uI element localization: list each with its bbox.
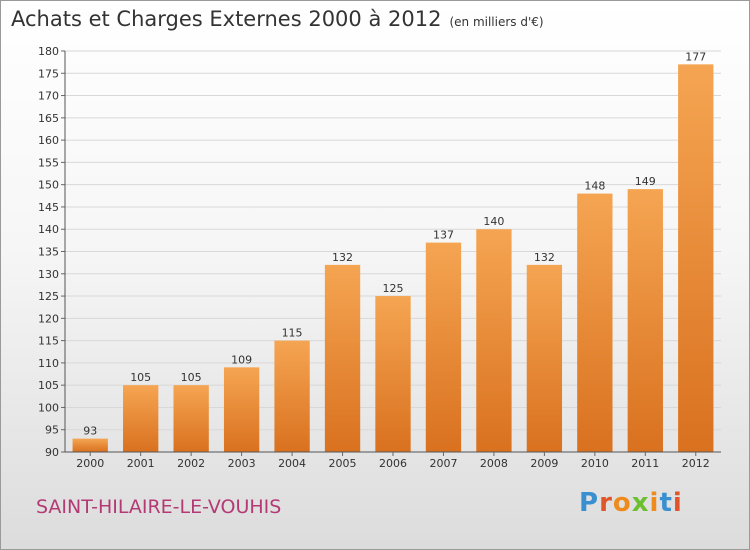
x-tick-label: 2010 — [581, 457, 609, 470]
x-tick-label: 2000 — [76, 457, 104, 470]
chart-title: Achats et Charges Externes 2000 à 2012 (e… — [11, 7, 544, 31]
y-tick-label: 165 — [38, 112, 59, 125]
y-tick-label: 160 — [38, 134, 59, 147]
x-tick-label: 2011 — [631, 457, 659, 470]
x-tick-label: 2004 — [278, 457, 306, 470]
data-label: 140 — [483, 215, 504, 228]
y-tick-label: 180 — [38, 45, 59, 58]
data-label: 137 — [433, 229, 454, 242]
bar — [72, 438, 108, 452]
data-label: 148 — [584, 180, 605, 193]
x-tick-label: 2005 — [329, 457, 357, 470]
bar — [123, 385, 159, 452]
y-tick-label: 130 — [38, 268, 59, 281]
data-label: 125 — [383, 282, 404, 295]
bar — [526, 264, 563, 452]
y-tick-label: 145 — [38, 201, 59, 214]
y-tick-label: 120 — [38, 312, 59, 325]
logo-letter: o — [612, 488, 632, 518]
logo-letter: i — [672, 488, 683, 518]
bar — [274, 340, 310, 452]
data-label: 115 — [282, 327, 303, 340]
y-tick-label: 125 — [38, 290, 59, 303]
bar — [324, 264, 361, 452]
axes: 90 95 100 105 110 115 120 125 130 135 140 145 150 155… — [38, 45, 721, 470]
x-tick-label: 2001 — [127, 457, 155, 470]
bar — [476, 229, 512, 452]
y-tick-label: 155 — [38, 156, 59, 169]
bar — [425, 242, 462, 452]
x-tick-label: 2012 — [682, 457, 710, 470]
proxiti-logo: Proxiti — [579, 488, 683, 518]
logo-letter: x — [631, 488, 650, 518]
y-tick-label: 140 — [38, 223, 59, 236]
x-tick-label: 2007 — [429, 457, 457, 470]
data-label: 105 — [130, 371, 151, 384]
data-label: 177 — [685, 50, 706, 63]
y-tick-label: 135 — [38, 246, 59, 259]
y-tick-label: 150 — [38, 179, 59, 192]
logo-letter: i — [649, 488, 660, 518]
y-tick-label: 110 — [38, 357, 59, 370]
data-label: 132 — [332, 251, 353, 264]
bar — [678, 64, 714, 452]
commune-name: SAINT-HILAIRE-LE-VOUHIS — [36, 496, 282, 518]
y-tick-label: 100 — [38, 401, 59, 414]
y-tick-label: 115 — [38, 335, 59, 348]
bar — [173, 385, 209, 452]
bars: 93 105 105 109 115 132 125 137 140 132 148 149 177 — [72, 50, 714, 453]
bar — [627, 189, 663, 452]
x-tick-label: 2003 — [228, 457, 256, 470]
data-label: 132 — [534, 251, 555, 264]
logo-letter: r — [599, 488, 613, 518]
bar — [375, 296, 411, 452]
data-label: 149 — [635, 175, 656, 188]
x-tick-label: 2008 — [480, 457, 508, 470]
y-tick-label: 105 — [38, 379, 59, 392]
logo-letter: P — [579, 488, 600, 518]
x-tick-label: 2002 — [177, 457, 205, 470]
y-tick-label: 90 — [45, 446, 59, 459]
chart-unit: (en milliers d'€) — [449, 15, 544, 29]
bar — [577, 193, 613, 453]
x-tick-label: 2009 — [530, 457, 558, 470]
data-label: 93 — [83, 425, 97, 438]
chart-title-text: Achats et Charges Externes 2000 à 2012 — [11, 7, 442, 31]
data-label: 105 — [181, 371, 202, 384]
logo-letter: t — [659, 488, 673, 518]
bar — [223, 367, 260, 452]
y-tick-label: 95 — [45, 424, 59, 437]
y-tick-label: 175 — [38, 67, 59, 80]
y-tick-label: 170 — [38, 90, 59, 103]
x-tick-label: 2006 — [379, 457, 407, 470]
data-label: 109 — [231, 353, 252, 366]
